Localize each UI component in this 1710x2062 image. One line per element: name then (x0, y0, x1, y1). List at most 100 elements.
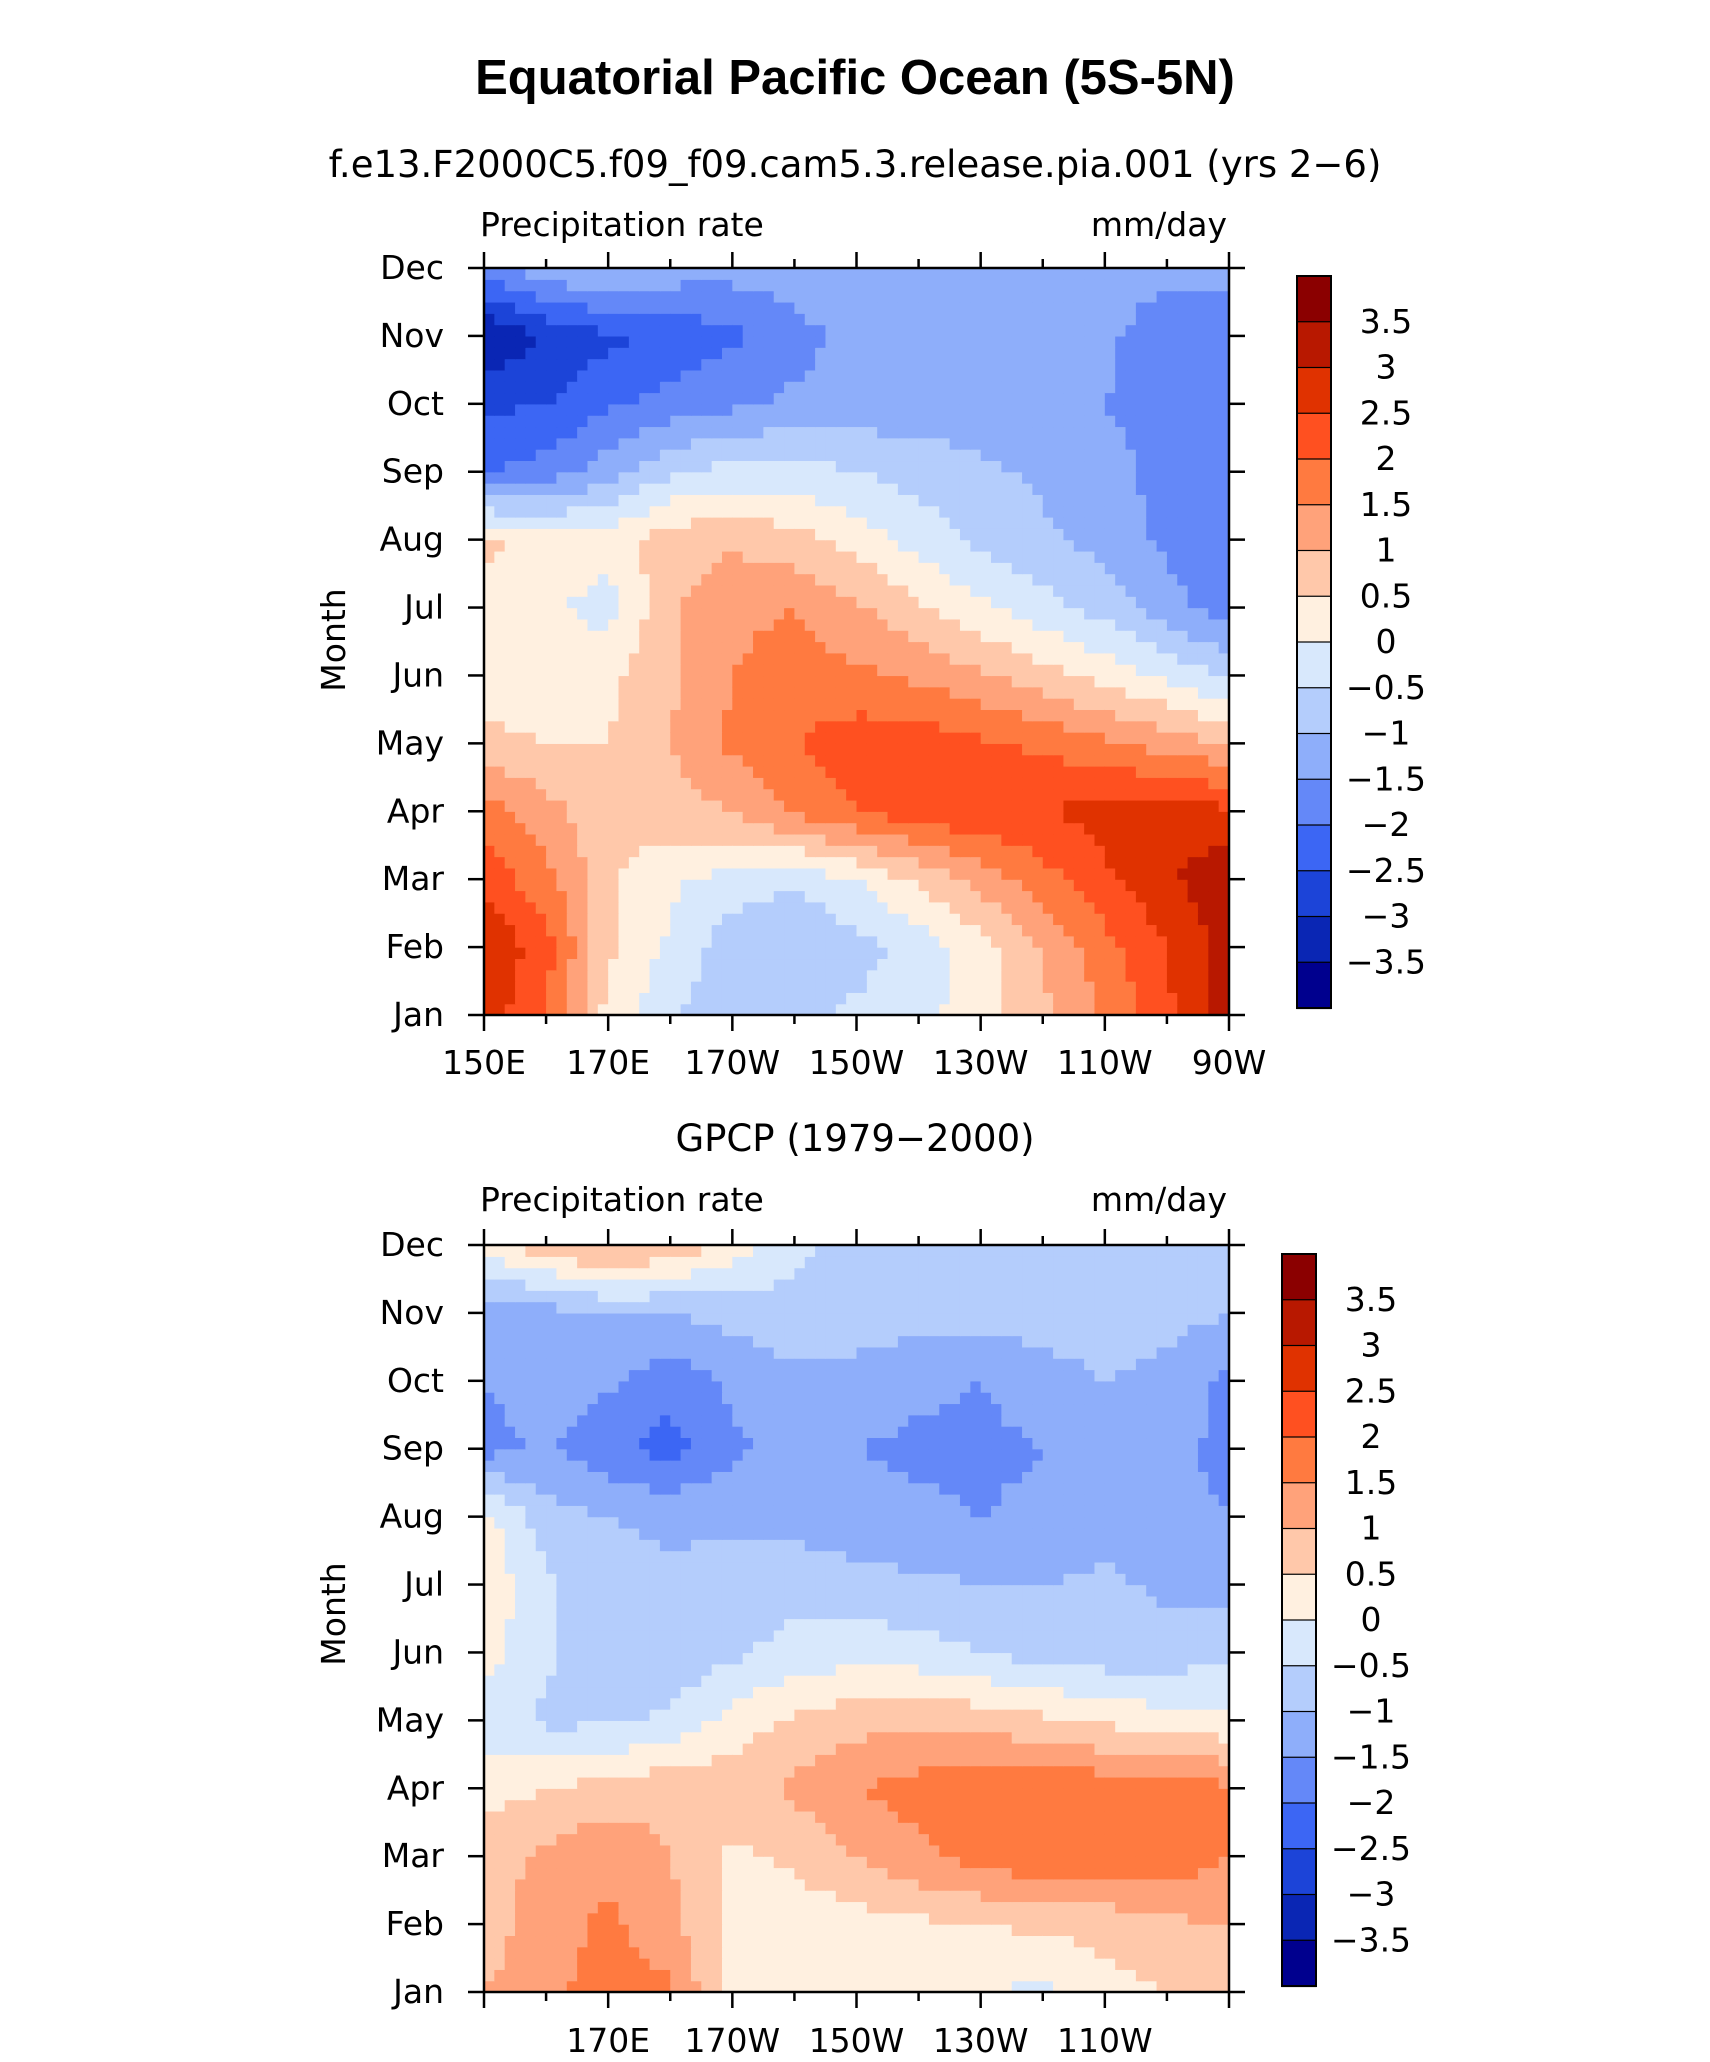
units-label: mm/day (1091, 1180, 1227, 1219)
heatmap-cell (1063, 381, 1075, 394)
heatmap-cell (1208, 618, 1220, 631)
heatmap-cell (887, 720, 899, 733)
heatmap-cell (939, 415, 951, 428)
heatmap-cell (504, 437, 516, 450)
heatmap-cell (690, 698, 702, 711)
heatmap-cell (939, 867, 951, 880)
heatmap-cell (949, 539, 961, 552)
heatmap-cell (1218, 1003, 1229, 1015)
heatmap-cell (773, 788, 785, 801)
heatmap-cell (877, 652, 889, 665)
heatmap-cell (504, 369, 516, 382)
heatmap-cell (1042, 403, 1054, 416)
heatmap-cell (535, 618, 547, 631)
heatmap-cell (825, 856, 837, 869)
heatmap-cell (1197, 437, 1209, 450)
heatmap-cell (1104, 449, 1116, 462)
heatmap-cell (887, 539, 899, 552)
heatmap-cell (1146, 381, 1158, 394)
heatmap-cell (556, 483, 568, 495)
heatmap-cell (918, 720, 930, 733)
heatmap-cell (928, 811, 940, 824)
heatmap-cell (773, 856, 785, 869)
heatmap-cell (484, 913, 495, 926)
heatmap-cell (1011, 517, 1023, 529)
heatmap-cell (721, 992, 733, 1005)
heatmap-cell (515, 392, 526, 405)
heatmap-cell (628, 596, 640, 609)
heatmap-cell (835, 426, 847, 439)
heatmap-cell (991, 381, 1002, 394)
heatmap-cell (856, 901, 868, 914)
heatmap-cell (887, 799, 899, 812)
heatmap-cell (494, 732, 506, 744)
heatmap-cell (1022, 618, 1034, 631)
heatmap-cell (897, 822, 909, 835)
heatmap-cell (1177, 517, 1189, 529)
heatmap-cell (1187, 754, 1199, 767)
heatmap-cell (784, 290, 796, 303)
colorbar-label: −2 (1362, 805, 1411, 844)
heatmap-cell (587, 528, 599, 541)
heatmap-cell (1073, 720, 1085, 733)
heatmap-cell (1063, 845, 1075, 858)
heatmap-cell (742, 686, 754, 699)
heatmap-cell (856, 833, 868, 846)
heatmap-cell (959, 754, 971, 767)
heatmap-cell (753, 720, 764, 733)
heatmap-cell (494, 290, 506, 303)
heatmap-cell (711, 381, 723, 394)
heatmap-cell (1115, 675, 1127, 688)
heatmap-cell (1125, 313, 1137, 326)
heatmap-cell (701, 381, 713, 394)
heatmap-cell (742, 958, 754, 971)
heatmap-cell (701, 799, 713, 812)
heatmap-cell (628, 732, 640, 744)
heatmap-cell (1053, 403, 1065, 416)
heatmap-cell (887, 641, 899, 654)
heatmap-cell (846, 981, 858, 993)
heatmap-cell (815, 358, 827, 371)
heatmap-cell (711, 709, 723, 722)
heatmap-cell (515, 766, 526, 778)
heatmap-cell (566, 777, 578, 790)
heatmap-cell (1177, 720, 1189, 733)
heatmap-cell (1177, 822, 1189, 835)
heatmap-cell (991, 709, 1002, 722)
heatmap-cell (484, 686, 495, 699)
heatmap-cell (804, 301, 816, 314)
heatmap-cell (1187, 573, 1199, 586)
heatmap-cell (597, 290, 609, 303)
heatmap-cell (515, 539, 526, 552)
heatmap-cell (680, 279, 692, 292)
heatmap-cell (991, 652, 1002, 665)
heatmap-cell (701, 675, 713, 688)
heatmap-cell (701, 268, 713, 280)
heatmap-cell (546, 630, 558, 643)
heatmap-cell (1032, 290, 1044, 303)
heatmap-cell (794, 335, 806, 348)
heatmap-cell (535, 1924, 547, 1937)
heatmap-cell (1156, 935, 1168, 948)
heatmap-cell (701, 301, 713, 314)
heatmap-cell (639, 720, 651, 733)
heatmap-cell (577, 471, 589, 484)
heatmap-cell (659, 437, 671, 450)
heatmap-cell (1166, 754, 1178, 767)
heatmap-cell (825, 381, 837, 394)
heatmap-cell (546, 618, 558, 631)
colorbar-swatch (1296, 321, 1332, 369)
heatmap-cell (1032, 618, 1044, 631)
heatmap-cell (949, 573, 961, 586)
heatmap-cell (939, 845, 951, 858)
heatmap-cell (618, 754, 630, 767)
heatmap-cell (577, 924, 589, 937)
heatmap-cell (980, 562, 992, 575)
heatmap-cell (1084, 596, 1096, 609)
heatmap-cell (753, 913, 764, 926)
heatmap-cell (680, 1980, 692, 1992)
heatmap-cell (1011, 754, 1023, 767)
heatmap-cell (908, 833, 920, 846)
heatmap-cell (721, 720, 733, 733)
heatmap-cell (794, 539, 806, 552)
